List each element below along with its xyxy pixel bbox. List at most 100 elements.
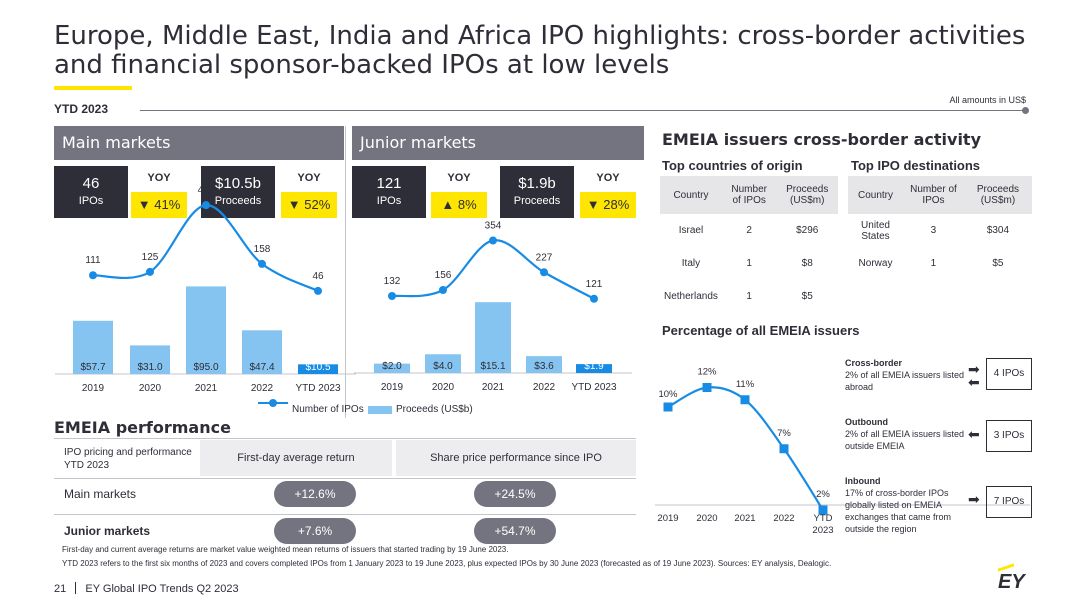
origin-proceeds: $296 [796, 225, 819, 236]
junior-ipo-line [391, 239, 595, 300]
dest-country: Norway [858, 258, 893, 269]
pct-point [663, 402, 673, 412]
performance-row-junior-label: Junior markets [64, 524, 151, 538]
pct-title: Percentage of all EMEIA issuers [662, 323, 860, 338]
main-ipo-point [258, 259, 266, 268]
junior-ipo-point [388, 292, 396, 300]
junior-ipo-point [489, 236, 497, 245]
dest-col-proceeds: Proceeds (US$m) [963, 176, 1032, 214]
origin-table: Country Number of IPOs Proceeds (US$m) I… [660, 176, 838, 313]
main-ipo-label: 111 [85, 255, 101, 266]
performance-rule-3 [54, 514, 636, 515]
main-proceeds-value: $10.5b [215, 175, 261, 192]
main-ipo-point [314, 286, 322, 295]
arrow-right-icon: ➡ [968, 491, 980, 507]
main-first-day-return: +12.6% [274, 481, 356, 507]
page-title: Europe, Middle East, India and Africa IP… [54, 21, 1026, 80]
origin-country: Italy [681, 258, 701, 269]
main-x-tick: 2021 [195, 383, 218, 394]
origin-col-country: Country [660, 176, 722, 214]
main-bar-label: $95.0 [193, 362, 218, 373]
junior-ipos-box: 121 IPOs [352, 166, 426, 218]
dest-proceeds: $304 [986, 225, 1010, 236]
main-ipo-label: 46 [312, 271, 324, 282]
junior-bar [425, 354, 461, 373]
junior-bar-label: $2.0 [382, 361, 402, 372]
junior-x-tick: 2021 [482, 382, 505, 393]
main-markets-header: Main markets [54, 126, 344, 160]
junior-ipo-point [590, 294, 598, 303]
pct-x-tick: YTD [814, 513, 833, 524]
footnote-2: YTD 2023 refers to the first six months … [62, 559, 832, 568]
destination-title: Top IPO destinations [851, 158, 981, 173]
table-row: United States 3 $304 [848, 214, 1032, 247]
junior-ipo-label: 227 [536, 252, 553, 263]
flow-inbound: Inbound 17% of cross-border IPOs globall… [845, 475, 967, 535]
pct-x-tick: 2021 [734, 513, 755, 524]
performance-row-main-label: Main markets [64, 487, 137, 501]
flow-crossborder-count: 4 IPOs [986, 358, 1032, 390]
legend-line-label: Number of IPOs [292, 404, 364, 415]
junior-proceeds-yoy: ▼ 28% [580, 192, 636, 218]
main-bar-label: $10.5 [305, 362, 330, 373]
footer-divider [75, 582, 77, 594]
pct-label: 7% [777, 428, 791, 439]
pct-x-tick-line2: 2023 [812, 525, 833, 536]
junior-x-tick: 2020 [432, 382, 455, 393]
legend-bar-label: Proceeds (US$b) [396, 404, 473, 415]
main-ipos-box: 46 IPOs [54, 166, 128, 218]
pct-point [740, 395, 750, 405]
dest-country: United States [861, 219, 890, 242]
main-x-tick: 2022 [251, 383, 274, 394]
pct-point [779, 444, 789, 454]
dest-number: 3 [930, 225, 937, 236]
main-ipos-value: 46 [82, 175, 100, 192]
footer-text: EY Global IPO Trends Q2 2023 [85, 583, 239, 595]
origin-number: 1 [746, 258, 752, 269]
main-x-tick: 2019 [82, 383, 105, 394]
main-share-price-performance: +24.5% [474, 481, 556, 507]
timeline-dot [1022, 107, 1029, 114]
main-ipo-label: 125 [142, 252, 159, 263]
junior-bar-label: $4.0 [433, 361, 453, 372]
ey-logo: EY [998, 571, 1025, 593]
destination-table: Country Number of IPOs Proceeds (US$m) U… [848, 176, 1032, 280]
footnote-1: First-day and current average returns ar… [62, 545, 509, 554]
main-ipos-yoy: ▼ 41% [131, 192, 187, 218]
main-x-tick: 2020 [139, 383, 162, 394]
junior-ipo-label: 132 [384, 276, 401, 287]
flow-outbound-title: Outbound [845, 417, 888, 427]
main-ipo-line [92, 204, 319, 292]
main-ipo-label: 158 [254, 244, 271, 255]
crossborder-title: EMEIA issuers cross-border activity [662, 130, 982, 149]
origin-col-number: Number of IPOs [721, 176, 777, 214]
main-ipo-label: 402 [198, 185, 215, 196]
main-proceeds-label: Proceeds [214, 195, 262, 207]
junior-bar-label: $1.9 [584, 361, 604, 372]
page-number: 21 [54, 583, 67, 595]
junior-bar-label: $15.1 [480, 361, 505, 372]
legend-bar-swatch [368, 406, 392, 414]
junior-share-price-performance: +54.7% [474, 518, 556, 544]
performance-row-header: IPO pricing and performance YTD 2023 [64, 447, 192, 471]
performance-title: EMEIA performance [54, 418, 231, 437]
main-bar-label: $31.0 [137, 362, 162, 373]
flow-inbound-count: 7 IPOs [986, 486, 1032, 518]
main-bar [130, 345, 170, 374]
arrow-left-icon: ⬅ [968, 426, 980, 442]
performance-rule [54, 438, 636, 439]
pct-point [818, 505, 828, 515]
pct-point [702, 383, 712, 392]
main-ipos-label: IPOs [78, 195, 104, 207]
main-bar [186, 286, 226, 374]
flow-outbound-desc: 2% of all EMEIA issuers listed outside E… [845, 429, 965, 451]
dest-number: 1 [930, 258, 937, 269]
arrow-right-icon: ➡ [968, 361, 980, 377]
origin-country: Netherlands [664, 291, 718, 302]
main-x-tick: YTD 2023 [295, 383, 340, 394]
table-row: Italy 1 $8 [660, 247, 838, 280]
junior-proceeds-box: $1.9b Proceeds [500, 166, 574, 218]
main-bar [298, 364, 338, 374]
amounts-note: All amounts in US$ [949, 95, 1026, 105]
